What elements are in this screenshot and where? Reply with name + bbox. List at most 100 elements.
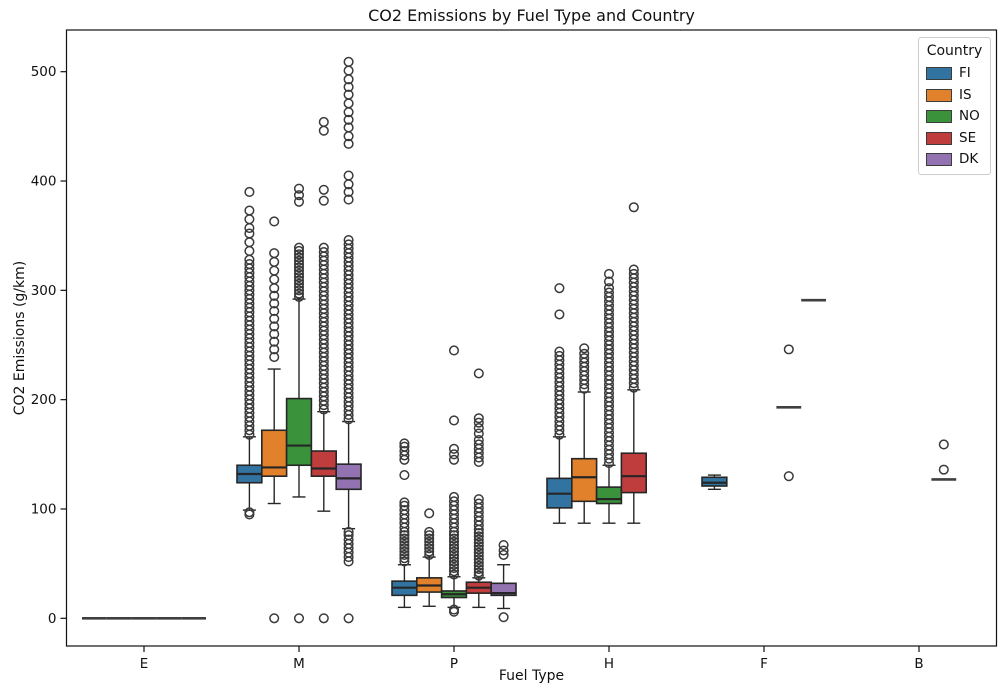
y-tick-label: 500	[31, 64, 57, 80]
outlier-point	[293, 196, 305, 207]
legend-swatch-fi	[926, 67, 952, 81]
outlier-point	[473, 560, 484, 571]
outlier-point	[448, 562, 460, 574]
box-M-SE	[310, 450, 337, 477]
outlier-point	[269, 336, 280, 347]
outlier-point	[343, 98, 354, 109]
outlier-point	[448, 533, 460, 544]
outlier-point	[244, 245, 255, 257]
outlier-point	[424, 540, 435, 551]
outlier-point	[498, 540, 509, 551]
outlier-point	[269, 351, 280, 363]
legend-swatch-no	[926, 110, 952, 124]
outlier-point	[424, 543, 435, 554]
outlier-point	[554, 283, 565, 294]
outlier-point	[399, 470, 410, 481]
outlier-point	[269, 248, 280, 259]
outlier-point	[473, 541, 484, 552]
outlier-point	[628, 264, 639, 275]
outlier-point	[554, 346, 565, 357]
outlier-point	[399, 505, 410, 516]
outlier-point	[399, 441, 410, 452]
outlier-point	[293, 268, 305, 279]
x-axis-title: Fuel Type	[498, 668, 565, 684]
outlier-point	[293, 255, 305, 266]
outlier-point	[448, 569, 460, 580]
legend-item-fi: FI	[926, 65, 983, 81]
legend-item-se: SE	[926, 131, 983, 146]
legend-label-dk: DK	[959, 151, 979, 167]
outlier-point	[473, 567, 484, 578]
outlier-point	[603, 283, 615, 294]
outlier-point	[448, 546, 460, 557]
outlier-point	[343, 138, 354, 149]
outlier-point	[399, 543, 410, 554]
y-tick-label: 400	[31, 174, 57, 190]
outlier-point	[293, 278, 305, 289]
outlier-point	[293, 288, 305, 299]
outlier-point	[269, 344, 280, 355]
outlier-point	[343, 122, 354, 133]
box-M-DK	[335, 463, 362, 491]
legend-items: FI IS NO SE DK	[926, 65, 983, 167]
outlier-point	[628, 202, 639, 213]
outlier-point	[269, 265, 280, 276]
x-tick-label: P	[450, 656, 458, 672]
outlier-point	[293, 285, 305, 296]
outlier-point	[473, 557, 484, 568]
outlier-point	[448, 559, 460, 570]
outlier-point	[269, 216, 280, 227]
axes-border	[65, 29, 998, 647]
outlier-point	[424, 536, 435, 547]
outlier-point	[399, 497, 410, 508]
outlier-point	[473, 428, 484, 439]
outlier-point	[343, 170, 354, 181]
x-tick-label: M	[293, 656, 305, 672]
outlier-point	[318, 125, 329, 136]
legend-label-no: NO	[959, 108, 980, 124]
box-M-NO	[285, 397, 313, 467]
outlier-point	[293, 249, 305, 260]
outlier-point	[343, 235, 354, 246]
x-tick-label: B	[914, 656, 923, 672]
outlier-point	[343, 534, 354, 545]
outlier-point	[603, 268, 615, 279]
outlier-point	[783, 471, 794, 482]
outlier-point	[473, 544, 484, 555]
outlier-point	[318, 613, 329, 624]
outlier-point	[269, 313, 280, 324]
outlier-point	[448, 415, 460, 426]
outlier-point	[424, 526, 435, 537]
outlier-point	[473, 417, 484, 428]
legend-label-fi: FI	[959, 65, 971, 81]
outlier-point	[603, 287, 615, 298]
outlier-point	[399, 536, 410, 547]
outlier-point	[473, 534, 484, 545]
outlier-point	[318, 247, 329, 258]
legend: Country FI IS NO SE DK	[918, 37, 991, 175]
outlier-point	[938, 439, 949, 450]
outlier-point	[473, 564, 484, 575]
outlier-point	[424, 546, 435, 557]
outlier-point	[399, 556, 410, 567]
legend-item-is: IS	[926, 88, 983, 103]
outlier-point	[448, 449, 460, 460]
outlier-point	[343, 65, 354, 76]
outlier-point	[448, 454, 460, 465]
outlier-point	[244, 214, 255, 225]
outlier-point	[498, 545, 509, 556]
outlier-point	[579, 353, 590, 364]
outlier-point	[293, 252, 305, 263]
outlier-point	[448, 553, 460, 564]
box-H-IS	[570, 457, 598, 503]
outlier-point	[293, 282, 305, 293]
outlier-point	[318, 242, 329, 253]
outlier-point	[343, 613, 354, 624]
outlier-point	[293, 275, 305, 286]
box-H-NO	[595, 486, 623, 505]
outlier-point	[343, 239, 354, 250]
outlier-point	[938, 464, 949, 475]
outlier-point	[269, 290, 280, 301]
outlier-point	[343, 194, 354, 205]
